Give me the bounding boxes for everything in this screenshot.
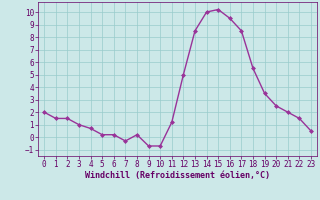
X-axis label: Windchill (Refroidissement éolien,°C): Windchill (Refroidissement éolien,°C)	[85, 171, 270, 180]
